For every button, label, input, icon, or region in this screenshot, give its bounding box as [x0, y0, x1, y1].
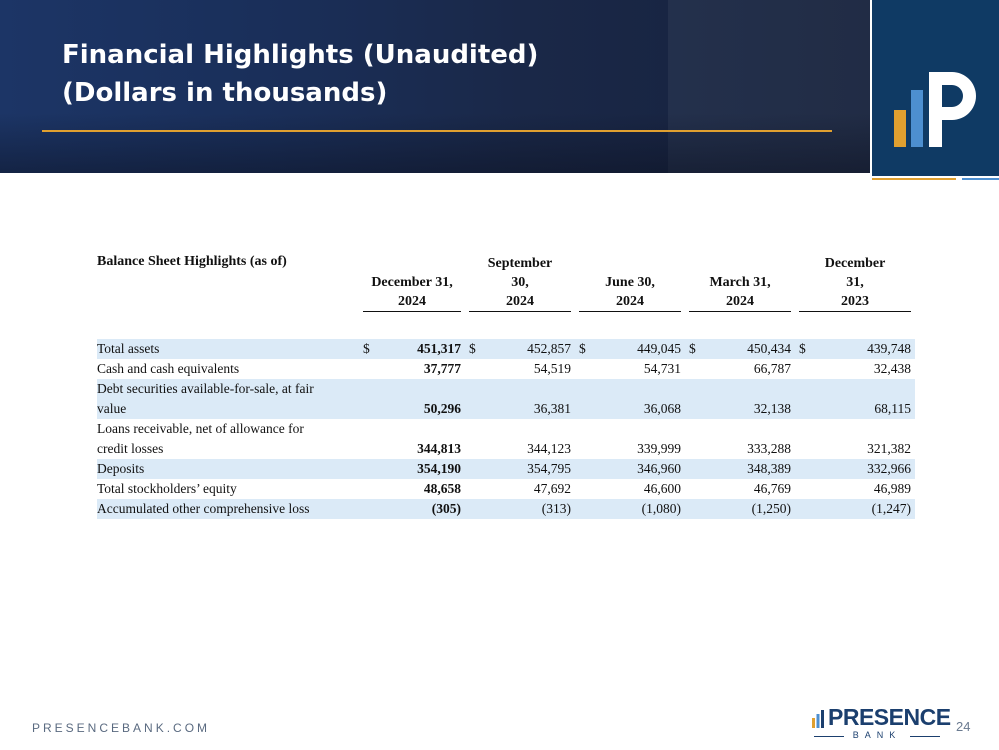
cell-value: (305)	[377, 499, 465, 519]
balance-sheet-table: Balance Sheet Highlights (as of) Decembe…	[97, 254, 916, 519]
row-label: Debt securities available-for-sale, at f…	[97, 379, 359, 419]
cell-value: (1,250)	[703, 499, 796, 519]
currency-symbol: $	[685, 339, 704, 359]
column-header: March 31, 2024	[685, 254, 795, 315]
currency-symbol: $	[359, 339, 377, 359]
row-label: Cash and cash equivalents	[97, 361, 240, 376]
cell-value: (1,080)	[593, 499, 686, 519]
table-spacer	[97, 315, 915, 339]
cell-value: 54,519	[533, 361, 572, 376]
brand-name: PRESENCE	[828, 704, 951, 730]
cell-value: (313)	[483, 499, 576, 519]
cell-value: 348,389	[703, 459, 796, 479]
cell-value: 451,317	[377, 339, 465, 359]
bars-icon	[812, 710, 824, 728]
row-label: Total assets	[97, 339, 359, 359]
slide-title: Financial Highlights (Unaudited) (Dollar…	[62, 36, 538, 112]
cell-value: 32,138	[703, 379, 796, 419]
table-row: Cash and cash equivalents 37,777 54,519 …	[97, 359, 915, 379]
table-row: Accumulated other comprehensive loss (30…	[97, 499, 916, 519]
cell-value: 449,045	[593, 339, 686, 359]
table-row: Deposits 354,190 354,795 346,960 348,389…	[97, 459, 916, 479]
cell-value: 46,769	[753, 481, 792, 496]
cell-value: 332,966	[813, 459, 916, 479]
cell-value: 46,600	[643, 481, 682, 496]
logo-accent-blue	[962, 178, 999, 180]
table-row: Loans receivable, net of allowance for cr…	[97, 419, 915, 459]
cell-value: 321,382	[867, 441, 912, 456]
cell-value: (1,247)	[813, 499, 916, 519]
cell-value: 54,731	[643, 361, 682, 376]
cell-value: 47,692	[533, 481, 572, 496]
cell-value: 452,857	[483, 339, 576, 359]
header-banner	[0, 0, 870, 173]
section-title: Balance Sheet Highlights (as of)	[97, 254, 287, 269]
page-number: 24	[956, 719, 971, 734]
row-label: Accumulated other comprehensive loss	[97, 499, 359, 519]
currency-symbol: $	[465, 339, 483, 359]
table-row: Total stockholders’ equity 48,658 47,692…	[97, 479, 915, 499]
currency-symbol: $	[795, 339, 814, 359]
cell-value: 66,787	[753, 361, 792, 376]
slide-title-line2: (Dollars in thousands)	[62, 78, 388, 108]
brand-sub: BANK	[812, 730, 942, 740]
header-shade	[668, 0, 870, 173]
cell-value: 32,438	[873, 361, 912, 376]
column-header: December 31, 2024	[359, 254, 465, 315]
cell-value: 354,190	[377, 459, 465, 479]
cell-value: 450,434	[703, 339, 796, 359]
footer-url: PRESENCEBANK.COM	[32, 721, 211, 735]
cell-value: 346,960	[593, 459, 686, 479]
cell-value: 439,748	[813, 339, 916, 359]
currency-symbol: $	[575, 339, 594, 359]
column-header: December 31, 2023	[795, 254, 915, 315]
table-header-row: Balance Sheet Highlights (as of) Decembe…	[97, 254, 915, 315]
cell-value: 339,999	[637, 441, 682, 456]
column-header: September 30, 2024	[465, 254, 575, 315]
row-label: Deposits	[97, 459, 359, 479]
table-row: Total assets $ 451,317 $ 452,857 $ 449,0…	[97, 339, 916, 359]
cell-value: 36,068	[593, 379, 686, 419]
p-logo-icon	[894, 72, 976, 147]
cell-value: 48,658	[423, 481, 461, 496]
cell-value: 36,381	[483, 379, 576, 419]
row-label: Total stockholders’ equity	[97, 481, 237, 496]
table-row: Debt securities available-for-sale, at f…	[97, 379, 916, 419]
footer-brand-logo: PRESENCE BANK	[812, 704, 951, 744]
title-underline	[42, 130, 832, 132]
column-header: June 30, 2024	[575, 254, 685, 315]
cell-value: 37,777	[423, 361, 461, 376]
slide-title-line1: Financial Highlights (Unaudited)	[62, 40, 539, 70]
cell-value: 50,296	[377, 379, 465, 419]
cell-value: 344,813	[417, 441, 461, 456]
cell-value: 333,288	[747, 441, 792, 456]
cell-value: 68,115	[813, 379, 916, 419]
brand-logo-mark	[872, 0, 999, 176]
cell-value: 354,795	[483, 459, 576, 479]
logo-accent-gold	[872, 178, 956, 180]
cell-value: 344,123	[527, 441, 572, 456]
row-label: Loans receivable, net of allowance for cr…	[97, 421, 304, 456]
cell-value: 46,989	[873, 481, 912, 496]
